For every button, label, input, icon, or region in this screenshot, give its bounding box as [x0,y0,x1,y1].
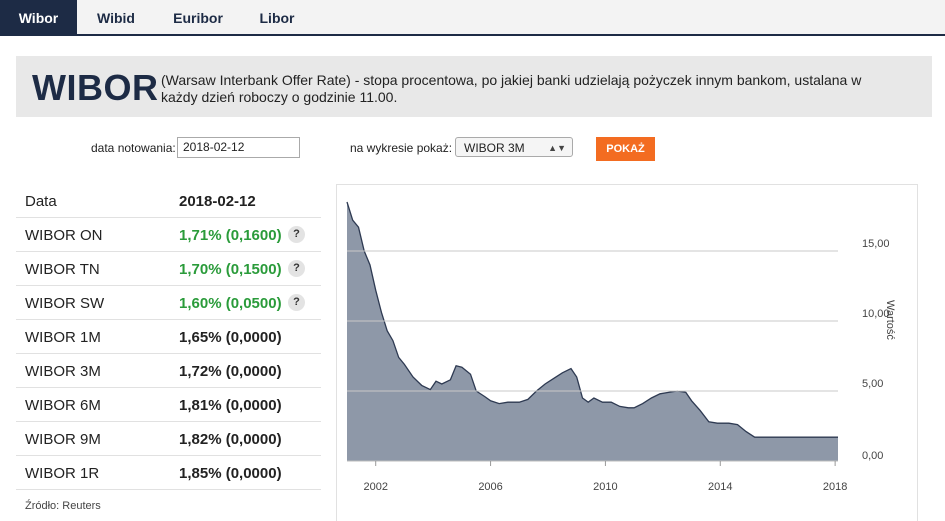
y-tick-label: 15,00 [862,238,890,250]
rate-value: 1,81% (0,0000) [179,397,282,414]
rate-name: WIBOR 9M [25,431,101,448]
header-label: Data [25,193,57,210]
table-row: WIBOR 6M 1,81% (0,0000) [16,388,321,422]
x-tick-label: 2014 [708,481,732,493]
chart-frame [336,184,918,521]
series-line [346,201,838,438]
table-row: WIBOR SW 1,60% (0,0500) ? [16,286,321,320]
y-tick-label: 0,00 [862,450,883,462]
description-banner: WIBOR (Warsaw Interbank Offer Rate) - st… [16,56,932,117]
table-row: WIBOR 1R 1,85% (0,0000) [16,456,321,490]
x-tick-label: 2006 [478,481,502,493]
x-tick-label: 2002 [363,481,387,493]
header-date: 2018-02-12 [179,193,256,210]
rate-name: WIBOR ON [25,227,103,244]
help-icon[interactable]: ? [288,294,305,311]
table-header-row: Data 2018-02-12 [16,184,321,218]
tab-euribor[interactable]: Euribor [173,10,223,26]
table-row: WIBOR ON 1,71% (0,1600) ? [16,218,321,252]
table-row: WIBOR 9M 1,82% (0,0000) [16,422,321,456]
tab-bar: Wibor Wibid Euribor Libor [0,0,945,36]
chart-series-select-value: WIBOR 3M [464,141,525,155]
select-arrows-icon: ▲▼ [548,143,566,153]
data-source: Źródło: Reuters [25,500,101,512]
rate-value: 1,65% (0,0000) [179,329,282,346]
rate-value: 1,60% (0,0500) [179,295,282,312]
tab-wibid[interactable]: Wibid [97,10,135,26]
help-icon[interactable]: ? [288,226,305,243]
show-button[interactable]: POKAŻ [596,137,655,161]
help-icon[interactable]: ? [288,260,305,277]
rate-value: 1,71% (0,1600) [179,227,282,244]
rates-table: Data 2018-02-12 WIBOR ON 1,71% (0,1600) … [16,184,321,490]
chart-series-select[interactable]: WIBOR 3M ▲▼ [455,137,573,157]
y-axis-title: Wartość [884,300,896,340]
table-row: WIBOR 3M 1,72% (0,0000) [16,354,321,388]
page-title: WIBOR [32,67,159,108]
y-tick-label: 10,00 [862,308,890,320]
rate-history-chart: 0,00 5,00 10,00 15,00 2002 2006 2010 2014 2018 [346,201,890,493]
rate-name: WIBOR 1M [25,329,101,346]
rate-value: 1,85% (0,0000) [179,465,282,482]
rate-value: 1,82% (0,0000) [179,431,282,448]
x-tick-label: 2018 [823,481,847,493]
rate-name: WIBOR 6M [25,397,101,414]
rate-name: WIBOR SW [25,295,105,312]
page-description: (Warsaw Interbank Offer Rate) - stopa pr… [161,72,862,105]
table-row: WIBOR TN 1,70% (0,1500) ? [16,252,321,286]
tab-wibor[interactable]: Wibor [0,0,77,34]
date-label: data notowania: [91,141,176,155]
date-input[interactable] [177,137,300,158]
tab-libor[interactable]: Libor [259,10,295,26]
x-tick-label: 2010 [593,481,617,493]
rate-name: WIBOR 3M [25,363,101,380]
rate-name: WIBOR 1R [25,465,100,482]
rate-name: WIBOR TN [25,261,100,278]
chart-select-label: na wykresie pokaż: [350,141,453,155]
rate-value: 1,70% (0,1500) [179,261,282,278]
rate-value: 1,72% (0,0000) [179,363,282,380]
table-row: WIBOR 1M 1,65% (0,0000) [16,320,321,354]
y-tick-label: 5,00 [862,378,883,390]
series-area [347,202,838,461]
